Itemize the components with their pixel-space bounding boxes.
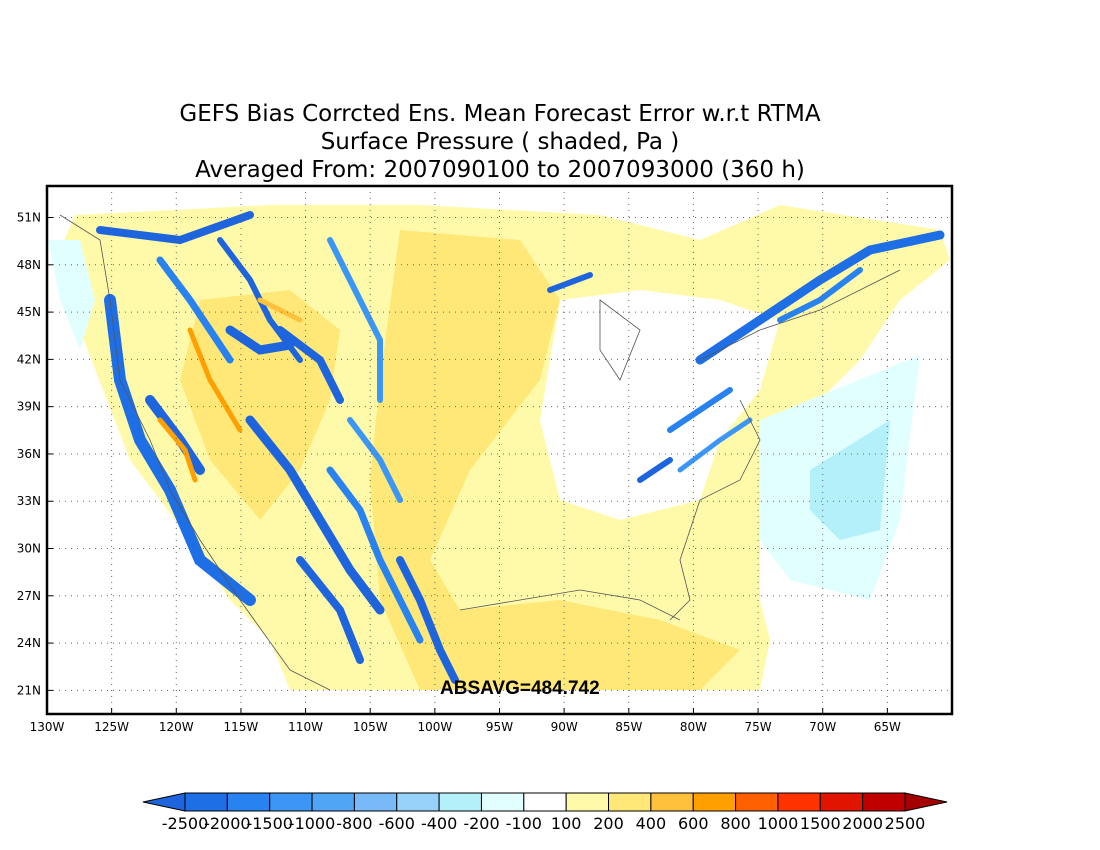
negative-atlantic-core [810, 420, 890, 540]
colorbar-swatch [226, 792, 271, 812]
x-tick-label: 125W [94, 720, 129, 734]
latitude-ticks: 21N 24N 27N 30N 33N 36N 39N 42N 45N 48N 51N [17, 211, 53, 697]
title-line-2: Surface Pressure ( shaded, Pa ) [320, 129, 680, 155]
colorbar-swatch [184, 792, 228, 812]
colorbar-label: -1000 [289, 814, 336, 833]
colorbar-swatch [480, 792, 525, 812]
colorbar-label: -400 [421, 814, 457, 833]
x-tick-label: 70W [809, 720, 836, 734]
colorbar-swatch [735, 792, 779, 812]
colorbar [142, 792, 948, 812]
colorbar-swatch [311, 792, 355, 812]
map-grid [47, 186, 952, 714]
x-tick-label: 105W [353, 720, 388, 734]
colorbar-label: -600 [379, 814, 415, 833]
colorbar-swatch [692, 792, 737, 812]
colorbar-label: 200 [593, 814, 624, 833]
colorbar-label: -100 [506, 814, 542, 833]
colorbar-swatch [650, 792, 694, 812]
colorbar-right-arrow [904, 792, 948, 812]
colorbar-swatch [396, 792, 440, 812]
colorbar-swatch [862, 792, 906, 812]
colorbar-label: -800 [336, 814, 372, 833]
title-line-3: Averaged From: 2007090100 to 2007093000 … [195, 157, 805, 183]
colorbar-swatch [269, 792, 313, 812]
y-tick-label: 33N [17, 494, 41, 508]
colorbar-swatch [608, 792, 652, 812]
y-tick-label: 30N [17, 542, 41, 556]
x-tick-label: 65W [874, 720, 901, 734]
colorbar-swatch [523, 792, 567, 812]
y-tick-label: 21N [17, 683, 41, 697]
x-tick-label: 130W [30, 720, 65, 734]
x-tick-label: 75W [745, 720, 772, 734]
y-tick-label: 39N [17, 400, 41, 414]
longitude-ticks: 130W 125W 120W 115W 110W 105W 100W 95W 90W 85W 80W… [30, 708, 901, 734]
x-tick-label: 85W [615, 720, 642, 734]
x-tick-label: 100W [417, 720, 452, 734]
title-line-1: GEFS Bias Corrcted Ens. Mean Forecast Er… [179, 101, 821, 127]
colorbar-label: 2500 [885, 814, 926, 833]
colorbar-label: -2500 [162, 814, 209, 833]
colorbar-label: 400 [636, 814, 667, 833]
colorbar-swatch [819, 792, 864, 812]
colorbar-label: 600 [678, 814, 709, 833]
colorbar-labels: -2500-2000-1500-1000 -800 -600 -400 -200 -100… [162, 814, 926, 833]
colorbar-swatch [438, 792, 482, 812]
y-tick-label: 27N [17, 589, 41, 603]
y-tick-label: 24N [17, 636, 41, 650]
colorbar-label: -1500 [246, 814, 293, 833]
negative-pacific-region [48, 240, 95, 350]
y-tick-label: 51N [17, 211, 41, 225]
y-tick-label: 48N [17, 258, 41, 272]
positive-core-region [370, 230, 740, 690]
y-tick-label: 36N [17, 447, 41, 461]
colorbar-swatch [353, 792, 398, 812]
x-tick-label: 120W [159, 720, 194, 734]
x-tick-label: 80W [680, 720, 707, 734]
absavg-label: ABSAVG=484.742 [440, 678, 600, 699]
negative-eastern-streaks [547, 230, 945, 483]
x-tick-label: 110W [288, 720, 323, 734]
colorbar-label: 2000 [842, 814, 883, 833]
y-tick-label: 42N [17, 352, 41, 366]
colorbar-label: -200 [463, 814, 499, 833]
colorbar-label: 1500 [800, 814, 841, 833]
x-tick-label: 95W [486, 720, 513, 734]
map-outlines [59, 214, 901, 691]
colorbar-label: 800 [720, 814, 751, 833]
colorbar-label: 1000 [758, 814, 799, 833]
colorbar-label: 100 [551, 814, 582, 833]
x-tick-label: 90W [551, 720, 578, 734]
y-tick-label: 45N [17, 305, 41, 319]
x-tick-label: 115W [224, 720, 259, 734]
colorbar-left-arrow [142, 792, 186, 812]
colorbar-swatch [777, 792, 821, 812]
chart-title: GEFS Bias Corrcted Ens. Mean Forecast Er… [0, 100, 1000, 184]
colorbar-swatch [565, 792, 610, 812]
colorbar-label: -2000 [204, 814, 251, 833]
pressure-error-field [48, 205, 950, 690]
